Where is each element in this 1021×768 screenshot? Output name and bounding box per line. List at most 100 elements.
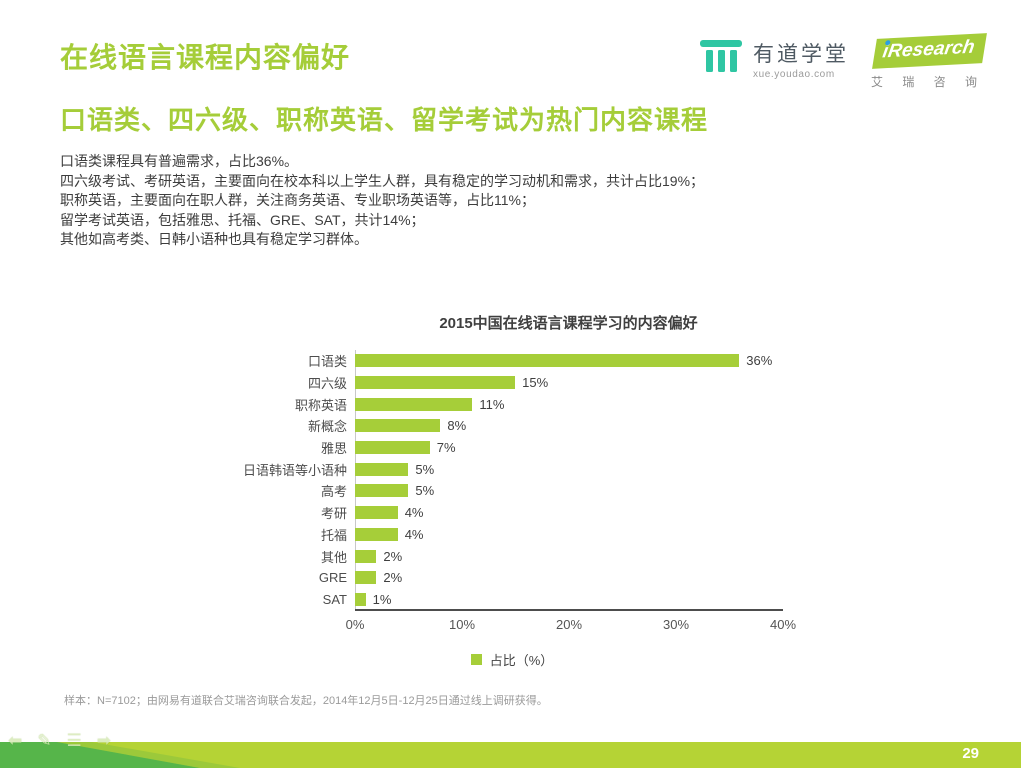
bar-track: 2%: [355, 567, 782, 589]
value-label: 4%: [404, 505, 424, 521]
youdao-wordmark: 有道学堂 xue.youdao.com: [753, 38, 849, 80]
bar-row: 四六级 15%: [232, 372, 792, 394]
summary-line: 留学考试英语，包括雅思、托福、GRE、SAT，共计14%；: [60, 211, 425, 228]
value-label: 2%: [383, 548, 403, 564]
pencil-icon: ✎: [37, 731, 52, 750]
page-number: 29: [962, 745, 979, 762]
bar-track: 8%: [355, 415, 782, 437]
bar: [355, 354, 740, 368]
value-label: 7%: [436, 440, 456, 456]
bar-track: 11%: [355, 393, 782, 415]
bar: [355, 506, 398, 520]
value-label: 2%: [383, 570, 403, 586]
chart-title: 2015中国在线语言课程学习的内容偏好: [439, 315, 698, 332]
x-axis-tick: 30%: [662, 617, 690, 633]
x-axis-line: [355, 609, 783, 612]
value-label: 36%: [746, 353, 773, 369]
x-axis-ticks: 0% 10% 20% 30% 40%: [346, 617, 796, 635]
iresearch-logo: iResearch 艾 瑞 咨 询: [871, 33, 993, 90]
bar-track: 5%: [355, 480, 782, 502]
logo-area: 有道学堂 xue.youdao.com iResearch 艾 瑞 咨 询: [698, 33, 993, 90]
youdao-logo: 有道学堂 xue.youdao.com: [698, 36, 849, 81]
page-title: 在线语言课程内容偏好: [60, 42, 351, 73]
pillar-icon: [698, 36, 744, 81]
bar-track: 15%: [355, 372, 782, 394]
bar-track: 4%: [355, 502, 782, 524]
value-label: 4%: [404, 526, 424, 542]
bar-row: GRE 2%: [232, 567, 792, 589]
youdao-url: xue.youdao.com: [753, 68, 835, 80]
chart-plot-area: 口语类 36% 四六级 15% 职称英语 11% 新概念 8% 雅思 7% 日语韩语等小语种 5% 高考…: [232, 350, 792, 612]
value-label: 11%: [479, 396, 505, 412]
y-axis-line: [355, 350, 356, 611]
iresearch-brand: iResearch: [881, 36, 977, 63]
bar-row: 托福 4%: [232, 524, 792, 546]
bar-track: 2%: [355, 545, 782, 567]
bar: [355, 527, 398, 541]
bar: [355, 441, 430, 455]
bar-row: SAT 1%: [232, 589, 792, 611]
legend-swatch: [470, 654, 482, 666]
value-label: 1%: [372, 591, 392, 607]
value-label: 5%: [415, 461, 435, 477]
summary-line: 口语类课程具有普遍需求，占比36%。: [60, 153, 299, 169]
forward-arrow-icon: ➡: [96, 731, 111, 750]
bar-track: 1%: [355, 589, 782, 611]
x-axis-tick: 20%: [555, 617, 583, 633]
category-label: 新概念: [307, 419, 347, 435]
sample-footnote: 样本：N=7102；由网易有道联合艾瑞咨询联合发起，2014年12月5日-12月…: [64, 695, 548, 707]
category-label: 高考: [320, 484, 347, 500]
list-icon: ☰: [66, 731, 82, 750]
category-label: SAT: [322, 591, 347, 607]
bar: [355, 571, 377, 585]
bar-track: 36%: [355, 350, 782, 372]
x-axis-tick: 0%: [345, 617, 365, 633]
category-label: 职称英语: [294, 397, 347, 413]
bar: [355, 549, 377, 563]
bar-row: 考研 4%: [232, 502, 792, 524]
category-label: 托福: [320, 527, 347, 543]
category-label: 雅思: [320, 441, 347, 457]
category-label: 日语韩语等小语种: [242, 462, 347, 478]
value-label: 8%: [447, 418, 467, 434]
summary-line: 四六级考试、考研英语，主要面向在校本科以上学生人群，具有稳定的学习动机和需求，共…: [60, 172, 705, 189]
x-axis-tick: 40%: [769, 617, 797, 633]
summary-line: 职称英语，主要面向在职人群，关注商务英语、专业职场英语等，占比11%；: [60, 192, 535, 209]
summary-text: 口语类课程具有普遍需求，占比36%。 四六级考试、考研英语，主要面向在校本科以上…: [60, 152, 704, 250]
bar: [355, 419, 441, 433]
bar: [355, 462, 409, 476]
legend-label: 占比（%）: [489, 653, 554, 669]
bar-track: 5%: [355, 458, 782, 480]
youdao-name: 有道学堂: [753, 42, 849, 66]
category-label: 四六级: [307, 376, 347, 392]
category-label: 考研: [320, 506, 347, 522]
bar-track: 4%: [355, 524, 782, 546]
page-subtitle: 口语类、四六级、职称英语、留学考试为热门内容课程: [60, 105, 709, 135]
category-label: 口语类: [307, 354, 347, 370]
bar: [355, 592, 366, 606]
bar-row: 职称英语 11%: [232, 393, 792, 415]
category-label: GRE: [318, 570, 347, 586]
bar: [355, 376, 516, 390]
iresearch-flag: iResearch: [872, 33, 987, 69]
iresearch-caption: 艾 瑞 咨 询: [871, 75, 980, 89]
bar-row: 新概念 8%: [232, 415, 792, 437]
summary-line: 其他如高考类、日韩小语种也具有稳定学习群体。: [60, 231, 368, 248]
bar-row: 雅思 7%: [232, 437, 792, 459]
bar-row: 口语类 36%: [232, 350, 792, 372]
value-label: 15%: [522, 375, 549, 391]
x-axis-tick: 10%: [448, 617, 476, 633]
chart-legend: 占比（%）: [232, 650, 792, 669]
bar-row: 其他 2%: [232, 545, 792, 567]
value-label: 5%: [415, 483, 435, 499]
bar-chart: 2015中国在线语言课程学习的内容偏好 口语类 36% 四六级 15% 职称英语 11% 新…: [232, 312, 796, 669]
bar-row: 高考 5%: [232, 480, 792, 502]
footer-bar: [0, 742, 1021, 768]
bar-track: 7%: [355, 437, 782, 459]
bar-row: 日语韩语等小语种 5%: [232, 458, 792, 480]
back-arrow-icon: ⬅: [8, 731, 23, 750]
bar: [355, 397, 473, 411]
category-label: 其他: [320, 549, 347, 565]
bar: [355, 484, 409, 498]
